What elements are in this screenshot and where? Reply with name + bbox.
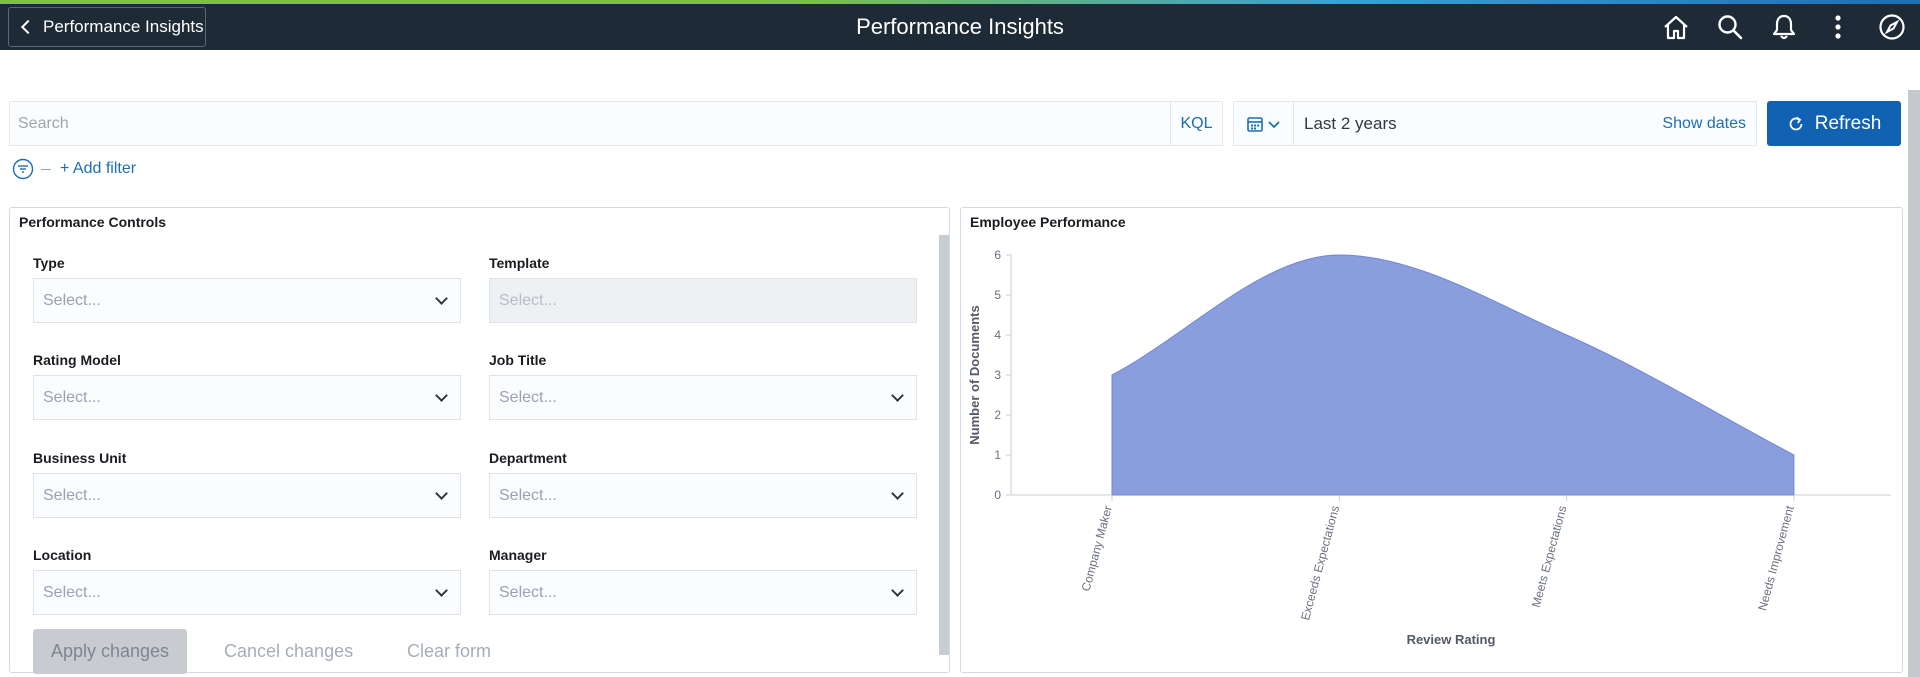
clear-form-button[interactable]: Clear form <box>407 641 492 661</box>
x-tick-label: Exceeds Expectations <box>1298 504 1342 622</box>
refresh-icon <box>1789 116 1803 130</box>
bell-icon[interactable] <box>1769 12 1799 42</box>
refresh-button-label: Refresh <box>1814 112 1882 134</box>
back-button[interactable]: Performance Insights <box>8 7 206 47</box>
compass-icon[interactable] <box>1877 12 1907 42</box>
y-tick-label: 0 <box>994 488 1001 502</box>
manager-select-placeholder: Select... <box>499 584 557 601</box>
field-label-department: Department <box>489 450 567 466</box>
date-range-value[interactable]: Last 2 years <box>1304 114 1397 133</box>
filter-icon[interactable] <box>12 158 34 180</box>
cancel-changes-button[interactable]: Cancel changes <box>224 641 354 661</box>
chevron-down-icon <box>435 584 448 597</box>
job-title-select-placeholder: Select... <box>499 389 557 406</box>
template-select-placeholder: Select... <box>499 292 557 309</box>
type-select[interactable]: Select... <box>33 278 461 323</box>
field-label-rating-model: Rating Model <box>33 352 121 368</box>
department-select-placeholder: Select... <box>499 487 557 504</box>
x-tick-label: Company Maker <box>1079 504 1115 593</box>
location-select-placeholder: Select... <box>43 584 101 601</box>
panel-title: Performance Controls <box>19 214 167 230</box>
date-quick-menu-button[interactable] <box>1234 102 1294 145</box>
business-unit-select-placeholder: Select... <box>43 487 101 504</box>
area-series <box>1111 254 1795 496</box>
panel-scrollbar[interactable] <box>939 235 949 655</box>
filter-divider <box>41 168 51 170</box>
search-icon[interactable] <box>1715 12 1745 42</box>
business-unit-select[interactable]: Select... <box>33 473 461 518</box>
field-label-template: Template <box>489 255 550 271</box>
area-chart: 0 1 2 3 4 5 6 Company Maker Exceeds Expectations… <box>967 248 1891 647</box>
y-axis-title: Number of Documents <box>967 305 982 444</box>
department-select[interactable]: Select... <box>489 473 917 518</box>
page-scrollbar[interactable] <box>1908 90 1920 677</box>
field-label-type: Type <box>33 255 65 271</box>
more-vertical-icon[interactable] <box>1823 12 1853 42</box>
job-title-select[interactable]: Select... <box>489 375 917 420</box>
refresh-button[interactable]: Refresh <box>1767 101 1901 146</box>
chevron-left-icon <box>20 19 36 35</box>
rating-model-select-placeholder: Select... <box>43 389 101 406</box>
search-input[interactable] <box>10 102 1170 145</box>
y-tick-label: 4 <box>994 328 1001 342</box>
apply-changes-button[interactable]: Apply changes <box>33 629 187 674</box>
chevron-down-icon <box>891 584 904 597</box>
add-filter-button[interactable]: + Add filter <box>60 160 137 177</box>
location-select[interactable]: Select... <box>33 570 461 615</box>
employee-performance-panel: Employee Performance 0 1 2 3 4 5 6 Company Make… <box>960 207 1903 673</box>
date-picker: Last 2 years Show dates <box>1233 101 1757 146</box>
kql-toggle-button[interactable]: KQL <box>1170 102 1222 145</box>
search-bar: KQL <box>9 101 1223 146</box>
x-axis-title: Review Rating <box>1407 632 1496 647</box>
field-label-business-unit: Business Unit <box>33 450 127 466</box>
y-tick-label: 2 <box>994 408 1001 422</box>
home-icon[interactable] <box>1661 12 1691 42</box>
filter-bar: + Add filter <box>12 158 136 180</box>
chevron-down-icon <box>891 389 904 402</box>
type-select-placeholder: Select... <box>43 292 101 309</box>
field-label-manager: Manager <box>489 547 547 563</box>
header-accent-stripe <box>0 0 1920 4</box>
manager-select[interactable]: Select... <box>489 570 917 615</box>
chevron-down-icon <box>891 487 904 500</box>
show-dates-link[interactable]: Show dates <box>1662 115 1746 132</box>
calendar-icon <box>1246 116 1280 132</box>
app-header: Performance Insights Performance Insight… <box>0 4 1920 50</box>
y-tick-label: 6 <box>994 248 1001 262</box>
y-tick-label: 3 <box>994 368 1001 382</box>
x-tick-label: Meets Expectations <box>1529 504 1570 609</box>
back-button-label: Performance Insights <box>43 17 204 36</box>
y-tick-label: 1 <box>994 448 1001 462</box>
field-label-location: Location <box>33 547 92 563</box>
field-label-job-title: Job Title <box>489 352 547 368</box>
page-title: Performance Insights <box>856 14 1064 39</box>
chevron-down-icon <box>435 487 448 500</box>
template-select: Select... <box>489 278 917 323</box>
chevron-down-icon <box>435 292 448 305</box>
x-tick-label: Needs Improvement <box>1755 504 1797 613</box>
y-tick-label: 5 <box>994 288 1001 302</box>
performance-controls-panel: Performance Controls Type Select... Temp… <box>9 207 950 674</box>
chevron-down-icon <box>435 389 448 402</box>
rating-model-select[interactable]: Select... <box>33 375 461 420</box>
chart-title: Employee Performance <box>970 214 1126 230</box>
